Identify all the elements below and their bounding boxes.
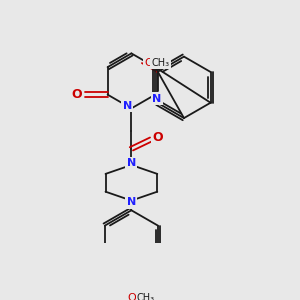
- Text: O: O: [127, 292, 136, 300]
- Text: N: N: [123, 101, 132, 111]
- Text: CH₃: CH₃: [152, 58, 169, 68]
- Text: N: N: [127, 197, 136, 207]
- Text: O: O: [153, 131, 164, 144]
- Text: O: O: [71, 88, 82, 101]
- Text: O: O: [144, 58, 153, 68]
- Text: CH₃: CH₃: [137, 292, 155, 300]
- Text: N: N: [127, 158, 136, 168]
- Text: N: N: [152, 94, 161, 104]
